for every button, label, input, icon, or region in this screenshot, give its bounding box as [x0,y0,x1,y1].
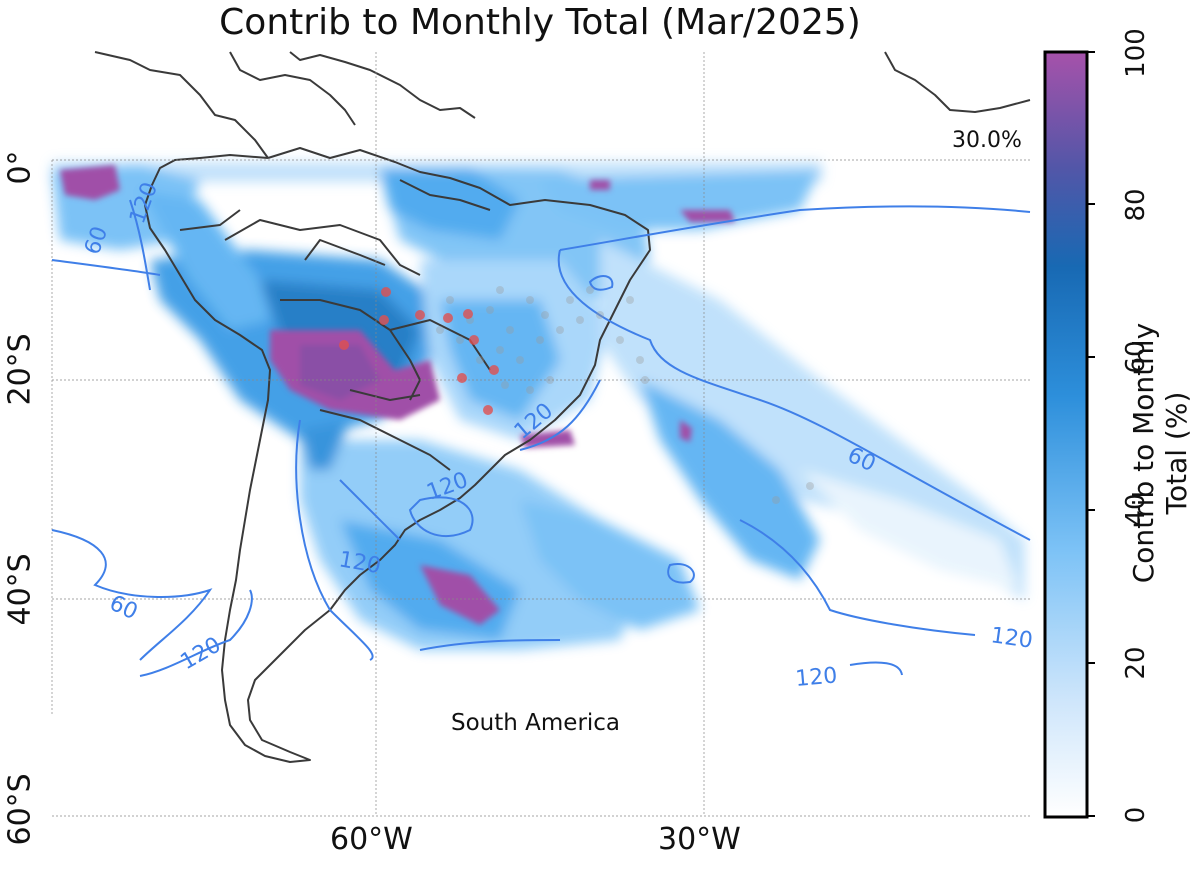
hotspots [60,165,735,625]
colorbar-tick-100: 100 [1121,28,1151,78]
lon-label-30w: 30°W [658,822,741,857]
colorbar [1043,50,1095,819]
region-label: South America [451,710,621,736]
lat-label-60s: 60°S [2,773,38,846]
map-title: Contrib to Monthly Total (Mar/2025) [219,2,861,43]
colorbar-gradient [1043,50,1089,819]
colorbar-tick-0: 0 [1121,806,1151,824]
lat-label-0: 0° [2,150,38,185]
colorbar-label: Contrib to Monthly Total (%) [1127,322,1193,584]
contour-label: 120 [794,663,838,692]
colorbar-tick-20: 20 [1121,646,1151,680]
contour-label: 120 [989,623,1034,654]
contour-lines [51,199,1031,677]
graticule [51,52,1030,817]
red-dots [339,287,499,415]
lon-label-60w: 60°W [330,822,413,857]
colorbar-tick-80: 80 [1121,188,1151,222]
coastlines [94,51,1031,763]
threshold-label: 30.0% [952,128,1022,153]
lat-label-40s: 40°S [2,553,38,626]
contour-label: 120 [177,633,226,676]
lat-label-20s: 20°S [2,333,38,406]
gray-dots [436,286,814,504]
